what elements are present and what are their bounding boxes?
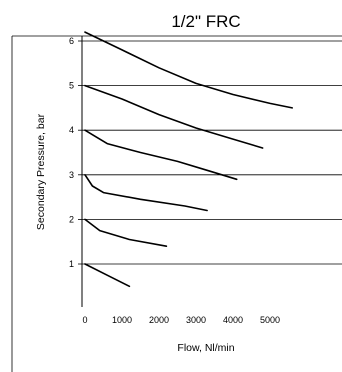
y-axis-label: Secondary Pressure, bar: [35, 113, 47, 230]
series-line-4: [84, 129, 238, 181]
x-tick-label-1000: 1000: [112, 315, 132, 325]
x-tick-label-5000: 5000: [260, 315, 280, 325]
x-tick-label-2000: 2000: [149, 315, 169, 325]
series-line-1: [84, 263, 131, 288]
x-tick-labels: 0 1000 2000 3000 4000 5000: [82, 315, 280, 325]
x-axis-label: Flow, Nl/min: [177, 342, 234, 354]
x-tick-label-0: 0: [82, 315, 87, 325]
chart-title: 1/2" FRC: [171, 12, 240, 31]
y-tick-label-3: 3: [69, 170, 74, 180]
y-tick-label-2: 2: [69, 214, 74, 224]
y-tick-label-4: 4: [69, 125, 74, 135]
series-line-3: [84, 174, 208, 212]
series-line-5: [84, 84, 264, 149]
series-line-2: [84, 218, 168, 247]
y-tick-label-1: 1: [69, 259, 74, 269]
gridlines: [78, 40, 342, 265]
y-tick-label-5: 5: [69, 81, 74, 91]
series-line-6: [84, 31, 294, 109]
y-tick-label-6: 6: [69, 36, 74, 46]
x-tick-label-4000: 4000: [223, 315, 243, 325]
y-tick-labels: 1 2 3 4 5 6: [69, 36, 74, 269]
x-tick-label-3000: 3000: [186, 315, 206, 325]
series-lines: [84, 31, 294, 288]
